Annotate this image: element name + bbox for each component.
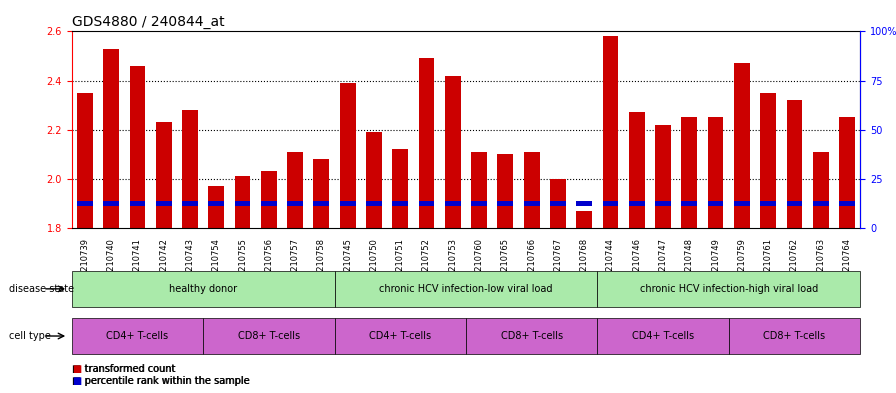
Text: chronic HCV infection-high viral load: chronic HCV infection-high viral load [640,284,818,294]
Bar [366,132,382,228]
Bar [156,122,171,228]
Text: chronic HCV infection-low viral load: chronic HCV infection-low viral load [379,284,553,294]
Text: CD8+ T-cells: CD8+ T-cells [237,331,300,341]
Bar [471,201,487,206]
Bar [261,201,277,206]
Bar [209,186,224,228]
Bar [603,37,618,228]
Bar [603,201,618,206]
Text: percentile rank within the sample: percentile rank within the sample [85,376,250,386]
Text: CD4+ T-cells: CD4+ T-cells [632,331,694,341]
Bar [497,154,513,228]
Bar [77,201,92,206]
Bar [761,93,776,228]
Text: CD8+ T-cells: CD8+ T-cells [763,331,825,341]
Bar [708,201,723,206]
Bar [103,49,119,228]
Bar [471,152,487,228]
Bar [130,66,145,228]
Bar [734,63,750,228]
Bar [288,152,303,228]
Bar [813,152,829,228]
Bar [182,201,198,206]
Bar [288,201,303,206]
Bar [550,201,565,206]
Bar [418,201,435,206]
Text: ■: ■ [72,376,81,386]
Bar [840,201,855,206]
Text: ■: ■ [72,364,81,375]
Bar [682,201,697,206]
Bar [445,75,461,228]
Bar [103,201,119,206]
Bar [550,179,565,228]
Bar [314,159,329,228]
Bar [235,201,250,206]
Bar [392,149,408,228]
Bar [655,125,671,228]
Bar [366,201,382,206]
Bar [524,201,539,206]
Bar [418,59,435,228]
Bar [261,171,277,228]
Bar [655,201,671,206]
Text: transformed count: transformed count [85,364,176,375]
Bar [340,83,356,228]
Text: ■ percentile rank within the sample: ■ percentile rank within the sample [72,376,249,386]
Bar [156,201,171,206]
Bar [813,201,829,206]
Bar [840,118,855,228]
Text: CD8+ T-cells: CD8+ T-cells [501,331,563,341]
Bar [182,110,198,228]
Bar [392,201,408,206]
Text: disease state: disease state [9,284,74,294]
Bar [576,211,592,228]
Bar [340,201,356,206]
Bar [787,100,802,228]
Bar [734,201,750,206]
Text: CD4+ T-cells: CD4+ T-cells [369,331,431,341]
Bar [629,112,644,228]
Text: healthy donor: healthy donor [169,284,237,294]
Bar [497,201,513,206]
Bar [708,118,723,228]
Bar [314,201,329,206]
Text: CD4+ T-cells: CD4+ T-cells [107,331,168,341]
Bar [761,201,776,206]
Bar [209,201,224,206]
Bar [787,201,802,206]
Bar [524,152,539,228]
Text: cell type: cell type [9,331,51,341]
Bar [629,201,644,206]
Text: GDS4880 / 240844_at: GDS4880 / 240844_at [72,15,224,29]
Bar [235,176,250,228]
Bar [130,201,145,206]
Bar [576,201,592,206]
Bar [445,201,461,206]
Text: ■ transformed count: ■ transformed count [72,364,175,375]
Bar [77,93,92,228]
Bar [682,118,697,228]
